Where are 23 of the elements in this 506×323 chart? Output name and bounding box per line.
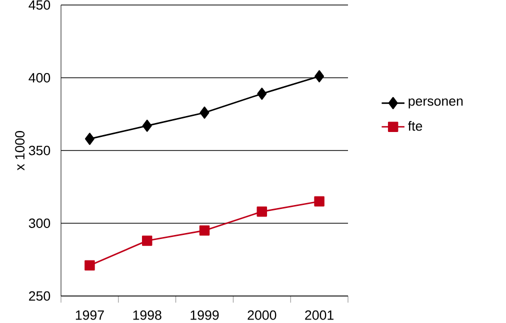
point [142, 120, 152, 132]
y-tick-label: 450 [28, 0, 50, 10]
y-tick-label: 300 [28, 218, 50, 228]
point [314, 70, 324, 82]
legend-label: personen [408, 98, 463, 108]
point [199, 225, 210, 236]
point [142, 236, 152, 246]
x-tick-label: 2000 [248, 310, 276, 320]
y-axis-title: x 1000 [15, 131, 25, 170]
x-tick-label: 1999 [190, 310, 219, 320]
point [84, 260, 95, 271]
point [314, 196, 324, 207]
point [200, 106, 210, 119]
x-tick-label: 1998 [133, 310, 162, 320]
y-tick-label: 250 [29, 291, 50, 301]
x-tick-label: 1997 [76, 310, 104, 320]
y-tick-label: 350 [28, 146, 50, 156]
legend-label: fte [408, 120, 422, 131]
y-tick-label: 400 [28, 73, 50, 82]
point [84, 132, 94, 145]
point [256, 206, 268, 217]
point [257, 88, 267, 100]
x-tick-label: 2001 [305, 310, 334, 320]
